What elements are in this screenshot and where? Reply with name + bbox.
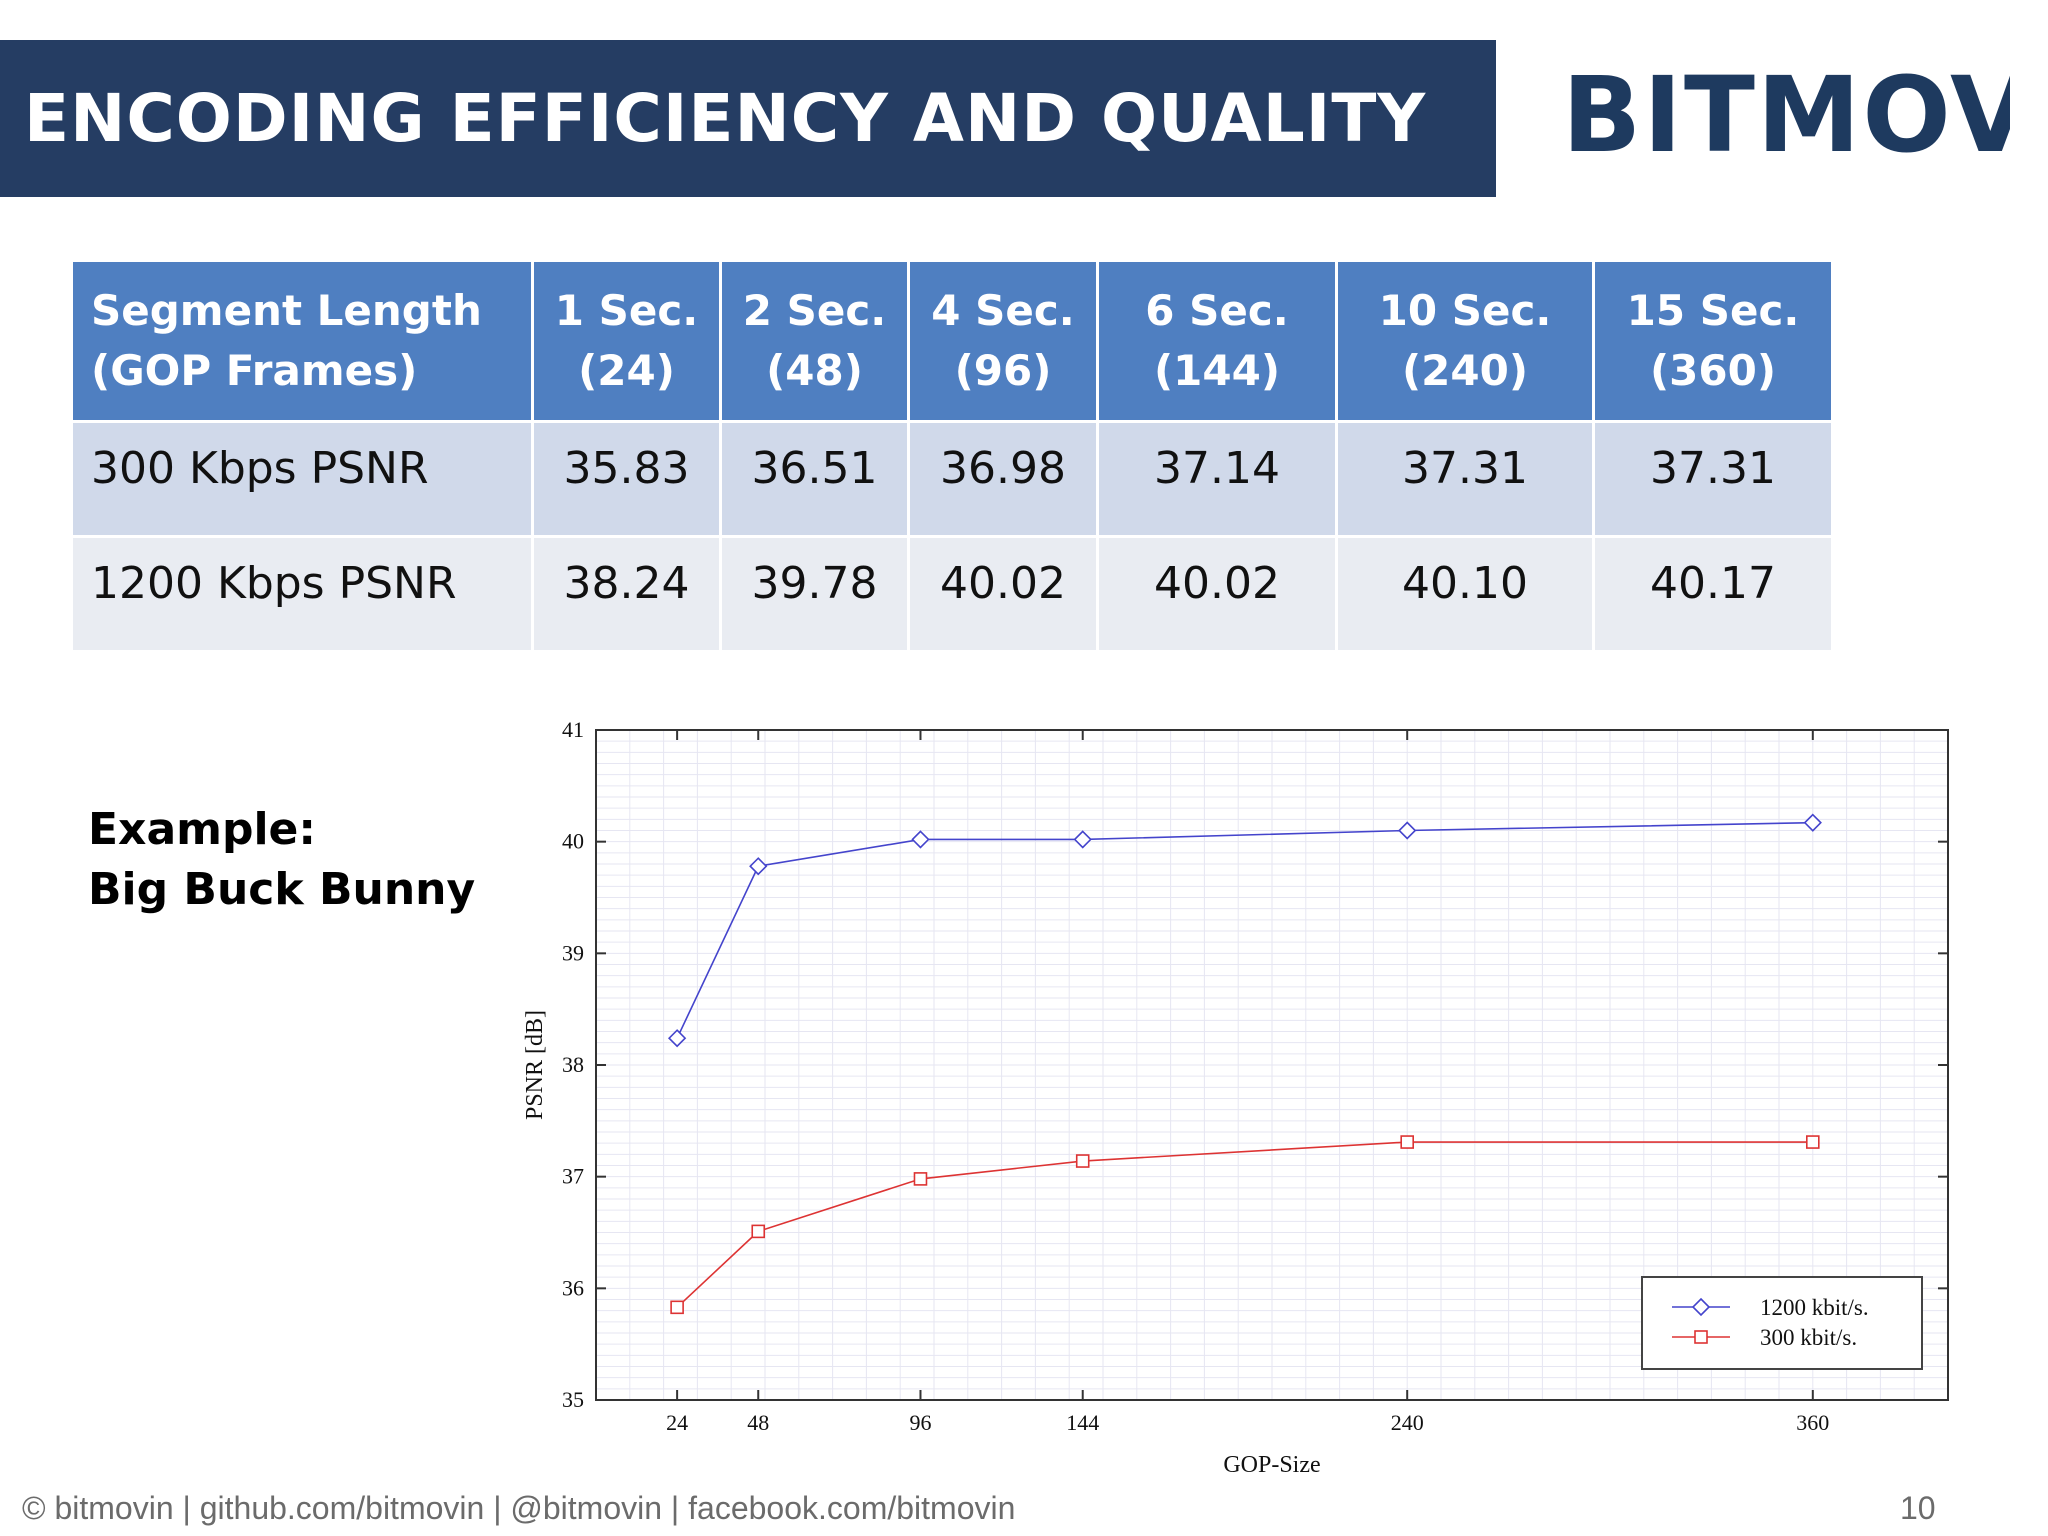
y-tick-label: 35 <box>562 1387 584 1412</box>
data-point <box>1803 813 1822 832</box>
data-point <box>1075 1154 1090 1168</box>
table-row: 300 Kbps PSNR 35.83 36.51 36.98 37.14 37… <box>70 420 1834 538</box>
y-tick-label: 39 <box>562 940 584 965</box>
table-header-cell: 15 Sec. (360) <box>1592 259 1834 423</box>
legend-marker <box>1694 1330 1708 1344</box>
table-header-cell: 6 Sec. (144) <box>1096 259 1338 423</box>
page-title: ENCODING EFFICIENCY AND QUALITY <box>24 80 1427 157</box>
data-point <box>1806 1135 1820 1149</box>
table-cell: 37.31 <box>1335 420 1595 538</box>
series-0 <box>667 813 1822 1048</box>
series-line <box>676 821 1813 1039</box>
table-header-cell: Segment Length (GOP Frames) <box>70 259 534 423</box>
data-point <box>1400 1135 1415 1149</box>
y-tick-label: 41 <box>562 717 584 742</box>
data-point <box>751 1224 766 1239</box>
y-tick-label: 38 <box>562 1052 584 1077</box>
y-tick-label: 40 <box>562 829 584 854</box>
table-cell: 40.02 <box>1096 535 1338 653</box>
table-cell: 36.51 <box>719 420 910 538</box>
page-number: 10 <box>1900 1490 1936 1526</box>
table-cell: 35.83 <box>531 420 722 538</box>
data-point <box>911 830 930 849</box>
chart-series <box>667 813 1822 1315</box>
chart-ticks: 35 36 37 38 39 40 41 24 48 96 144 240 360 <box>562 717 1948 1435</box>
data-point <box>670 1300 684 1315</box>
legend-label: 300 kbit/s. <box>1760 1325 1857 1350</box>
table-header-cell: 2 Sec. (48) <box>719 259 910 423</box>
x-tick-label: 96 <box>909 1410 931 1435</box>
legend-marker <box>1691 1297 1711 1317</box>
example-label: Example: Big Buck Bunny <box>88 800 475 920</box>
x-tick-label: 24 <box>666 1410 688 1435</box>
series-1 <box>670 1135 1820 1315</box>
table-header-row: Segment Length (GOP Frames) 1 Sec. (24) 2 … <box>70 259 1834 423</box>
psnr-line-chart: 35 36 37 38 39 40 41 24 48 96 144 240 360 GOP-Size P… <box>522 717 1949 1475</box>
data-point <box>1398 821 1417 840</box>
table-cell: 38.24 <box>531 535 722 653</box>
series-line <box>676 1141 1813 1308</box>
table-cell: 39.78 <box>719 535 910 653</box>
table-cell: 300 Kbps PSNR <box>70 420 534 538</box>
example-title: Big Buck Bunny <box>88 864 476 915</box>
table-header-cell: 1 Sec. (24) <box>531 259 722 423</box>
table-header-cell: 4 Sec. (96) <box>907 259 1099 423</box>
x-tick-label: 240 <box>1391 1410 1424 1435</box>
data-point <box>667 1029 687 1048</box>
example-line: Example: <box>88 804 316 855</box>
bitmovin-logo: BITMOVIN <box>1562 60 2010 170</box>
chart-legend: 1200 kbit/s. 300 kbit/s. <box>1641 1276 1923 1370</box>
y-axis-label: PSNR [dB] <box>522 1010 548 1120</box>
x-tick-label: 144 <box>1066 1410 1099 1435</box>
table-cell: 40.10 <box>1335 535 1595 653</box>
data-point <box>913 1172 928 1186</box>
psnr-table: Segment Length (GOP Frames) 1 Sec. (24) 2 … <box>70 259 1834 653</box>
table-cell: 37.31 <box>1592 420 1834 538</box>
table-cell: 37.14 <box>1096 420 1338 538</box>
table-header-cell: 10 Sec. (240) <box>1335 259 1595 423</box>
legend-box <box>1641 1276 1923 1370</box>
data-point <box>1073 830 1092 849</box>
x-tick-label: 360 <box>1796 1410 1829 1435</box>
table-cell: 36.98 <box>907 420 1099 538</box>
x-tick-label: 48 <box>747 1410 769 1435</box>
legend-label: 1200 kbit/s. <box>1760 1295 1869 1320</box>
table-cell: 40.02 <box>907 535 1099 653</box>
table-cell: 1200 Kbps PSNR <box>70 535 534 653</box>
y-tick-label: 36 <box>562 1275 584 1300</box>
title-band: ENCODING EFFICIENCY AND QUALITY <box>0 40 1496 197</box>
table-row: 1200 Kbps PSNR 38.24 39.78 40.02 40.02 4… <box>70 535 1834 653</box>
table-cell: 40.17 <box>1592 535 1834 653</box>
footer-links: © bitmovin | github.com/bitmovin | @bitm… <box>22 1490 1016 1526</box>
x-axis-label: GOP-Size <box>1223 1452 1320 1475</box>
y-tick-label: 37 <box>562 1164 584 1189</box>
data-point <box>749 857 768 876</box>
